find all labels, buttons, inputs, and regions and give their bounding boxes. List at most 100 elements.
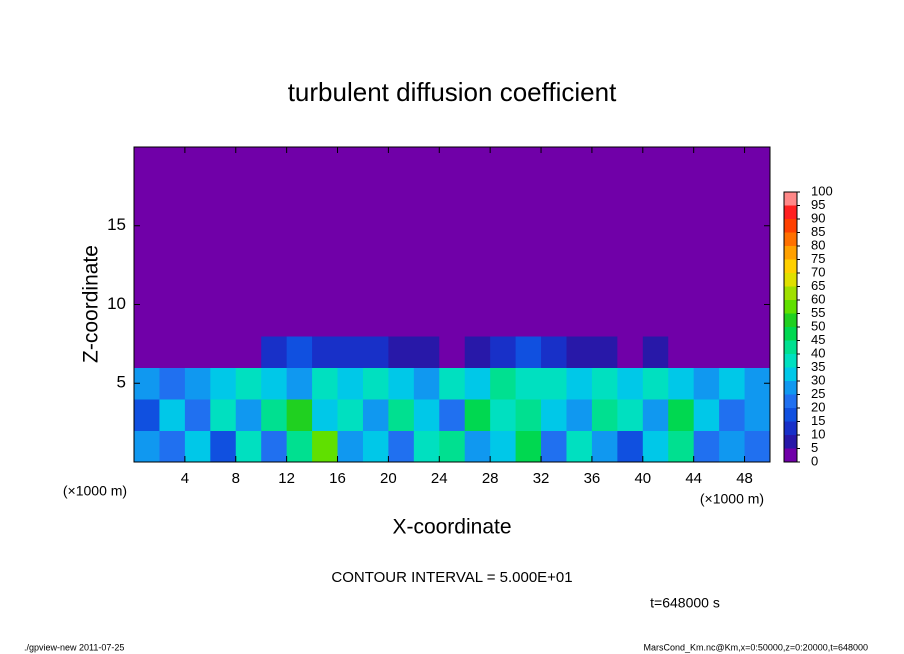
x-tick-label: 44 <box>685 470 702 487</box>
heatmap-cell <box>464 178 491 211</box>
heatmap-cell <box>744 399 771 431</box>
heatmap-cell <box>464 336 491 368</box>
x-tick-label: 40 <box>634 470 651 487</box>
heatmap-cell <box>490 336 517 368</box>
heatmap-cell <box>210 430 237 463</box>
heatmap-cell <box>617 367 644 400</box>
heatmap-cell <box>210 367 237 400</box>
colorbar-swatch <box>784 192 797 206</box>
x-tick-label: 16 <box>329 470 346 487</box>
heatmap-cell <box>413 210 440 242</box>
heatmap-cell <box>541 304 567 337</box>
heatmap-cell <box>566 430 593 463</box>
colorbar-label: 55 <box>811 305 825 320</box>
heatmap-cell <box>184 304 211 337</box>
heatmap-cell <box>515 304 542 337</box>
heatmap-cell <box>744 273 771 305</box>
heatmap-cell <box>668 336 695 368</box>
heatmap-cell <box>286 273 313 305</box>
y-tick-label: 15 <box>107 215 126 234</box>
heatmap-cell <box>464 241 491 274</box>
heatmap-cell <box>668 178 695 211</box>
heatmap-cell <box>541 399 567 431</box>
heatmap-cell <box>159 367 186 400</box>
heatmap-cell <box>566 336 593 368</box>
heatmap-cell <box>261 273 288 305</box>
heatmap-cell <box>362 367 389 400</box>
heatmap-cell <box>159 210 186 242</box>
x-tick-label: 36 <box>584 470 601 487</box>
heatmap-cell <box>388 336 415 368</box>
heatmap-cell <box>261 336 288 368</box>
heatmap-cell <box>439 147 466 179</box>
heatmap-cell <box>261 178 288 211</box>
heatmap-cell <box>617 399 644 431</box>
heatmap-cell <box>439 241 466 274</box>
heatmap-cell <box>388 178 415 211</box>
heatmap-cell <box>312 273 339 305</box>
heatmap-cell <box>388 147 415 179</box>
heatmap-cell <box>362 430 389 463</box>
heatmap-cell <box>541 336 567 368</box>
heatmap-cell <box>210 304 237 337</box>
heatmap-cell <box>541 147 567 179</box>
heatmap-cell <box>617 336 644 368</box>
heatmap-cell <box>490 399 517 431</box>
heatmap-cell <box>362 336 389 368</box>
heatmap-cell <box>591 430 618 463</box>
heatmap-cell <box>388 430 415 463</box>
heatmap-cell <box>286 367 313 400</box>
colorbar-swatch <box>784 340 797 354</box>
heatmap-cell <box>210 147 237 179</box>
colorbar-label: 80 <box>811 237 825 252</box>
footer-left: ./gpview-new 2011-07-25 <box>24 642 124 652</box>
colorbar-label: 95 <box>811 197 825 212</box>
heatmap-cell <box>693 399 720 431</box>
heatmap-cell <box>388 241 415 274</box>
heatmap-cell <box>439 336 466 368</box>
heatmap-cell <box>515 147 542 179</box>
heatmap-cell <box>184 273 211 305</box>
y-tick-label: 5 <box>117 373 126 392</box>
heatmap-cell <box>235 399 262 431</box>
heatmap-cell <box>693 241 720 274</box>
colorbar-label: 100 <box>811 183 833 198</box>
colorbar-label: 40 <box>811 345 825 360</box>
heatmap-cell <box>337 273 364 305</box>
heatmap-cell <box>490 304 517 337</box>
heatmap-cell <box>235 367 262 400</box>
heatmap-cell <box>235 210 262 242</box>
heatmap-cell <box>617 210 644 242</box>
heatmap-cell <box>719 367 746 400</box>
heatmap-cell <box>413 241 440 274</box>
colorbar-swatch <box>784 354 797 368</box>
heatmap-cell <box>235 336 262 368</box>
heatmap-cell <box>591 399 618 431</box>
heatmap-cell <box>668 273 695 305</box>
heatmap-cell <box>719 399 746 431</box>
heatmap-cell <box>591 304 618 337</box>
heatmap-cell <box>312 336 339 368</box>
heatmap-cell <box>312 241 339 274</box>
heatmap-cell <box>744 336 771 368</box>
heatmap-cell <box>337 147 364 179</box>
heatmap-cell <box>210 399 237 431</box>
heatmap-cell <box>515 178 542 211</box>
heatmap-cell <box>719 336 746 368</box>
heatmap-cell <box>286 304 313 337</box>
heatmap-cell <box>235 178 262 211</box>
heatmap-cell <box>413 273 440 305</box>
x-unit: (×1000 m) <box>700 491 764 507</box>
colorbar-swatch <box>784 421 797 435</box>
heatmap-cell <box>591 210 618 242</box>
heatmap-cell <box>566 273 593 305</box>
heatmap-cell <box>541 430 567 463</box>
heatmap-cell <box>184 399 211 431</box>
heatmap-cell <box>591 178 618 211</box>
heatmap-cell <box>337 178 364 211</box>
heatmap-cell <box>719 241 746 274</box>
heatmap-cell <box>413 178 440 211</box>
heatmap-cell <box>362 273 389 305</box>
heatmap-cell <box>693 336 720 368</box>
